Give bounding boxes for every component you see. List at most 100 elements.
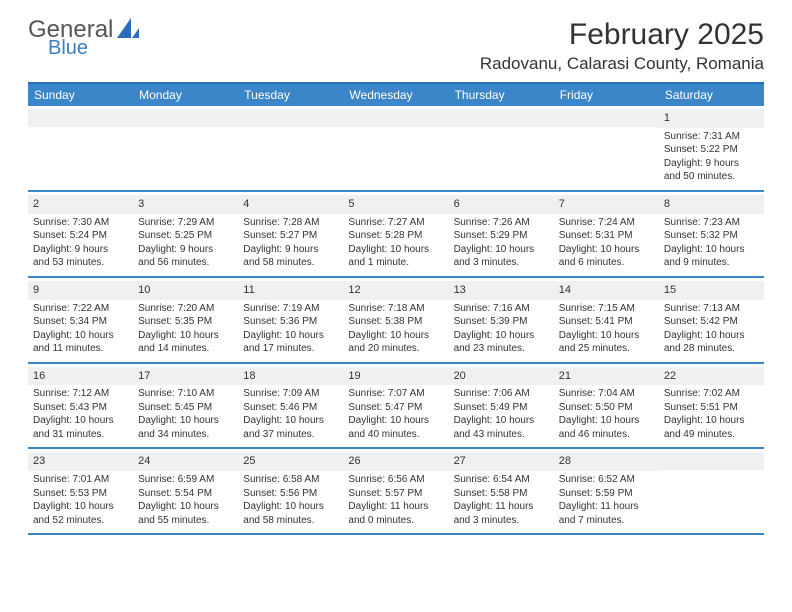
sunset-text: Sunset: 5:47 PM	[348, 401, 443, 415]
sunset-text: Sunset: 5:41 PM	[559, 315, 654, 329]
sunrise-text: Sunrise: 7:30 AM	[33, 216, 128, 230]
day-header: Tuesday	[238, 84, 343, 106]
day-number-band: 8	[659, 195, 764, 214]
calendar-cell	[554, 106, 659, 190]
calendar-cell: 14Sunrise: 7:15 AMSunset: 5:41 PMDayligh…	[554, 278, 659, 362]
calendar-cell	[133, 106, 238, 190]
daylight-text: Daylight: 11 hours	[348, 500, 443, 514]
day-number-band: 1	[659, 109, 764, 128]
day-number: 7	[559, 198, 565, 210]
sunrise-text: Sunrise: 6:52 AM	[559, 473, 654, 487]
header: General Blue February 2025 Radovanu, Cal…	[28, 18, 764, 74]
day-number-band: 24	[133, 452, 238, 471]
calendar-cell: 11Sunrise: 7:19 AMSunset: 5:36 PMDayligh…	[238, 278, 343, 362]
daylight-text: Daylight: 10 hours	[664, 243, 759, 257]
sunset-text: Sunset: 5:49 PM	[454, 401, 549, 415]
daylight-text: and 58 minutes.	[243, 514, 338, 528]
daylight-text: and 52 minutes.	[33, 514, 128, 528]
sunset-text: Sunset: 5:32 PM	[664, 229, 759, 243]
daylight-text: Daylight: 11 hours	[559, 500, 654, 514]
day-number: 4	[243, 198, 249, 210]
sunset-text: Sunset: 5:25 PM	[138, 229, 233, 243]
daylight-text: Daylight: 9 hours	[33, 243, 128, 257]
day-number: 28	[559, 455, 571, 467]
daylight-text: and 14 minutes.	[138, 342, 233, 356]
calendar-cell: 9Sunrise: 7:22 AMSunset: 5:34 PMDaylight…	[28, 278, 133, 362]
sunrise-text: Sunrise: 7:26 AM	[454, 216, 549, 230]
sunset-text: Sunset: 5:31 PM	[559, 229, 654, 243]
calendar-week: 9Sunrise: 7:22 AMSunset: 5:34 PMDaylight…	[28, 278, 764, 364]
daylight-text: and 7 minutes.	[559, 514, 654, 528]
day-number-band: 14	[554, 281, 659, 300]
day-number: 9	[33, 284, 39, 296]
day-number-band: 20	[449, 367, 554, 386]
calendar-cell: 19Sunrise: 7:07 AMSunset: 5:47 PMDayligh…	[343, 364, 448, 448]
day-header: Thursday	[449, 84, 554, 106]
sunrise-text: Sunrise: 7:06 AM	[454, 387, 549, 401]
day-number-band: 27	[449, 452, 554, 471]
day-number: 26	[348, 455, 360, 467]
daylight-text: and 20 minutes.	[348, 342, 443, 356]
daylight-text: Daylight: 10 hours	[138, 500, 233, 514]
day-number-band: 28	[554, 452, 659, 471]
day-header: Saturday	[659, 84, 764, 106]
daylight-text: and 34 minutes.	[138, 428, 233, 442]
day-number-band	[343, 109, 448, 127]
daylight-text: and 55 minutes.	[138, 514, 233, 528]
daylight-text: and 3 minutes.	[454, 256, 549, 270]
title-block: February 2025 Radovanu, Calarasi County,…	[480, 18, 764, 74]
daylight-text: Daylight: 10 hours	[243, 500, 338, 514]
sunset-text: Sunset: 5:36 PM	[243, 315, 338, 329]
calendar-body: 1Sunrise: 7:31 AMSunset: 5:22 PMDaylight…	[28, 106, 764, 535]
calendar-cell: 23Sunrise: 7:01 AMSunset: 5:53 PMDayligh…	[28, 449, 133, 533]
day-number-band: 7	[554, 195, 659, 214]
calendar-cell	[449, 106, 554, 190]
calendar-cell: 27Sunrise: 6:54 AMSunset: 5:58 PMDayligh…	[449, 449, 554, 533]
daylight-text: and 11 minutes.	[33, 342, 128, 356]
day-number: 6	[454, 198, 460, 210]
daylight-text: Daylight: 10 hours	[243, 329, 338, 343]
sunrise-text: Sunrise: 7:02 AM	[664, 387, 759, 401]
calendar-cell: 21Sunrise: 7:04 AMSunset: 5:50 PMDayligh…	[554, 364, 659, 448]
daylight-text: and 25 minutes.	[559, 342, 654, 356]
day-number-band: 9	[28, 281, 133, 300]
day-number-band	[238, 109, 343, 127]
sunrise-text: Sunrise: 7:31 AM	[664, 130, 759, 144]
sunset-text: Sunset: 5:53 PM	[33, 487, 128, 501]
sunrise-text: Sunrise: 7:12 AM	[33, 387, 128, 401]
sunrise-text: Sunrise: 7:16 AM	[454, 302, 549, 316]
day-number: 21	[559, 370, 571, 382]
daylight-text: and 46 minutes.	[559, 428, 654, 442]
day-number: 14	[559, 284, 571, 296]
sunrise-text: Sunrise: 6:56 AM	[348, 473, 443, 487]
daylight-text: and 9 minutes.	[664, 256, 759, 270]
calendar-cell: 3Sunrise: 7:29 AMSunset: 5:25 PMDaylight…	[133, 192, 238, 276]
sunset-text: Sunset: 5:57 PM	[348, 487, 443, 501]
day-number-band: 16	[28, 367, 133, 386]
day-number-band: 13	[449, 281, 554, 300]
sunset-text: Sunset: 5:34 PM	[33, 315, 128, 329]
day-number: 19	[348, 370, 360, 382]
sunset-text: Sunset: 5:58 PM	[454, 487, 549, 501]
day-number-band: 19	[343, 367, 448, 386]
sunrise-text: Sunrise: 7:18 AM	[348, 302, 443, 316]
calendar-cell	[343, 106, 448, 190]
sunrise-text: Sunrise: 7:07 AM	[348, 387, 443, 401]
calendar-cell: 18Sunrise: 7:09 AMSunset: 5:46 PMDayligh…	[238, 364, 343, 448]
calendar-cell: 20Sunrise: 7:06 AMSunset: 5:49 PMDayligh…	[449, 364, 554, 448]
daylight-text: and 23 minutes.	[454, 342, 549, 356]
daylight-text: and 53 minutes.	[33, 256, 128, 270]
day-number-band: 4	[238, 195, 343, 214]
day-number-band	[449, 109, 554, 127]
day-number-band: 2	[28, 195, 133, 214]
daylight-text: Daylight: 10 hours	[33, 329, 128, 343]
month-title: February 2025	[480, 18, 764, 52]
calendar-cell: 22Sunrise: 7:02 AMSunset: 5:51 PMDayligh…	[659, 364, 764, 448]
day-number: 22	[664, 370, 676, 382]
day-number-band: 11	[238, 281, 343, 300]
day-number-band: 12	[343, 281, 448, 300]
daylight-text: and 31 minutes.	[33, 428, 128, 442]
day-number: 17	[138, 370, 150, 382]
daylight-text: Daylight: 10 hours	[243, 414, 338, 428]
day-number-band	[133, 109, 238, 127]
